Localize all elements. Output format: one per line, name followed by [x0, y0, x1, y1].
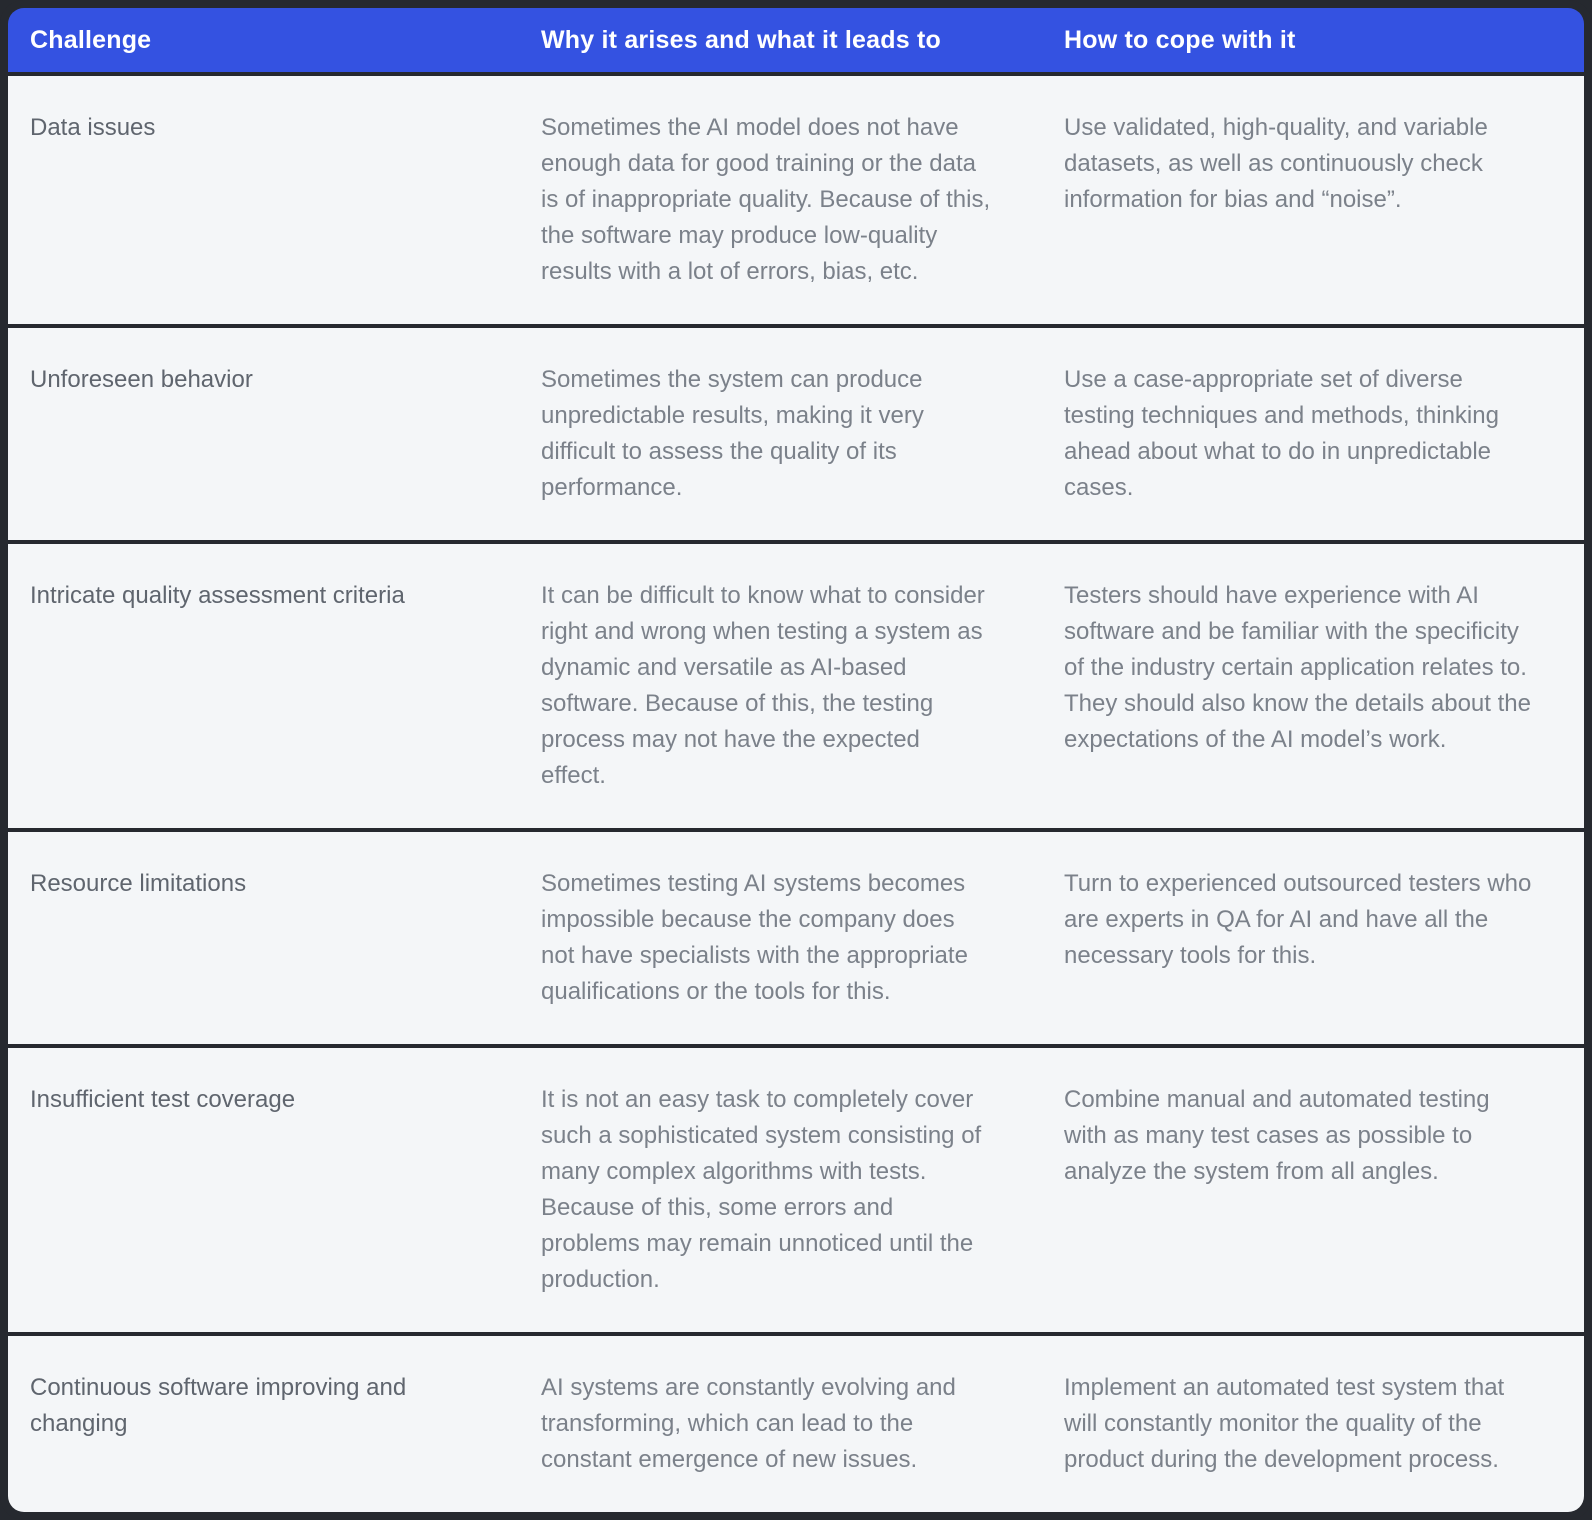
how-cell: Testers should have experience with AI s… [1064, 582, 1531, 753]
table-row-intricate-criteria: Intricate quality assessment criteria It… [8, 544, 1584, 828]
how-cell: Use a case-appropriate set of diverse te… [1064, 366, 1499, 501]
why-cell: It can be difficult to know what to cons… [541, 582, 985, 789]
why-cell: Sometimes the AI model does not have eno… [541, 114, 991, 285]
how-cell: Use validated, high-quality, and variabl… [1064, 114, 1488, 213]
column-header-why: Why it arises and what it leads to [541, 25, 941, 54]
table-row-unforeseen-behavior: Unforeseen behavior Sometimes the system… [8, 328, 1584, 540]
how-cell: Combine manual and automated testing wit… [1064, 1086, 1490, 1185]
challenge-cell: Resource limitations [30, 870, 247, 897]
table-header-row: Challenge Why it arises and what it lead… [8, 8, 1584, 72]
table-row-continuous-improving: Continuous software improving and changi… [8, 1336, 1584, 1512]
challenge-cell: Intricate quality assessment criteria [30, 582, 405, 609]
challenge-cell: Unforeseen behavior [30, 366, 253, 393]
how-cell: Turn to experienced outsourced testers w… [1064, 870, 1532, 969]
column-header-challenge: Challenge [30, 25, 152, 54]
challenge-cell: Continuous software improving and changi… [30, 1374, 407, 1437]
why-cell: Sometimes the system can produce unpredi… [541, 366, 924, 501]
table-row-resource-limitations: Resource limitations Sometimes testing A… [8, 832, 1584, 1044]
challenge-cell: Insufficient test coverage [30, 1086, 296, 1113]
table-row-data-issues: Data issues Sometimes the AI model does … [8, 76, 1584, 324]
how-cell: Implement an automated test system that … [1064, 1374, 1505, 1473]
why-cell: It is not an easy task to completely cov… [541, 1086, 982, 1293]
why-cell: Sometimes testing AI systems becomes imp… [541, 870, 968, 1005]
why-cell: AI systems are constantly evolving and t… [541, 1374, 956, 1473]
table-row-insufficient-coverage: Insufficient test coverage It is not an … [8, 1048, 1584, 1332]
column-header-how: How to cope with it [1064, 25, 1296, 54]
challenge-cell: Data issues [30, 114, 156, 141]
